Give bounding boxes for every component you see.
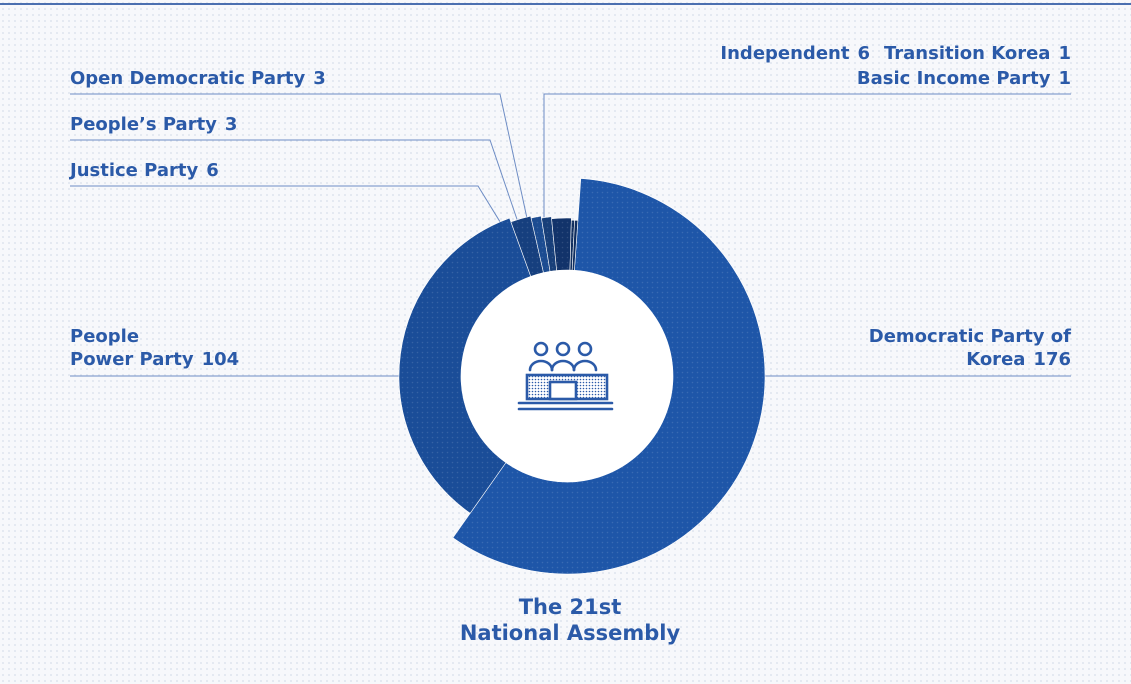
slice-people-power-party-texture [399,218,531,514]
label-democratic-party: Democratic Party of Korea 176 [869,325,1071,371]
label-people-power-party: People Power Party 104 [70,325,239,371]
pie-slices [398,178,766,575]
label-independent-value: 6 [857,43,870,64]
leader-line-peoples [70,139,523,235]
label-democratic-name: Democratic Party of [868,326,1071,347]
label-basic-income-party: Basic Income Party 1 [857,67,1071,90]
leader-line-right [543,93,1071,228]
leader-line-justice [70,185,511,239]
label-basic-income-value: 1 [1058,68,1071,89]
label-justice-value: 6 [206,160,219,181]
label-peoples-name: People’s Party [70,114,217,135]
label-transition-value: 1 [1058,43,1071,64]
slice-people-s-party-texture [531,216,551,273]
label-peoples-party: People’s Party 3 [70,113,237,136]
chart-title: The 21st National Assembly [400,594,740,646]
slice-open-democratic-party-texture [541,216,557,272]
slice-democratic-party-of-korea-texture [452,178,766,575]
slice-transition-korea-texture [569,220,575,271]
label-justice-party: Justice Party 6 [70,159,219,182]
top-divider [0,3,1131,5]
label-justice-name: Justice Party [70,160,199,181]
label-independent-name: Independent [720,43,850,64]
label-ppp-name2: Power Party [70,349,194,370]
assembly-icon [517,341,614,411]
slice-basic-income-party-texture [572,220,578,271]
label-ppp-name: People [70,326,140,347]
slice-justice-party-texture [510,216,544,277]
label-peoples-value: 3 [224,114,238,135]
label-ppp-value: 104 [201,349,240,370]
label-open-dem-value: 3 [313,68,326,89]
label-independent-transition: Independent 6 Transition Korea 1 [720,42,1071,65]
leader-line-open-dem [70,93,531,233]
label-transition-name: Transition Korea [883,43,1051,64]
label-basic-income-name: Basic Income Party [856,68,1051,89]
chart-title-line-2: National Assembly [459,621,681,645]
label-democratic-value: 176 [1033,349,1071,370]
slice-independent-texture [551,218,572,271]
label-open-democratic-party: Open Democratic Party 3 [70,67,326,90]
chart-title-line-1: The 21st [518,595,622,619]
label-democratic-name2: Korea [966,349,1026,370]
label-open-dem-name: Open Democratic Party [70,68,306,89]
